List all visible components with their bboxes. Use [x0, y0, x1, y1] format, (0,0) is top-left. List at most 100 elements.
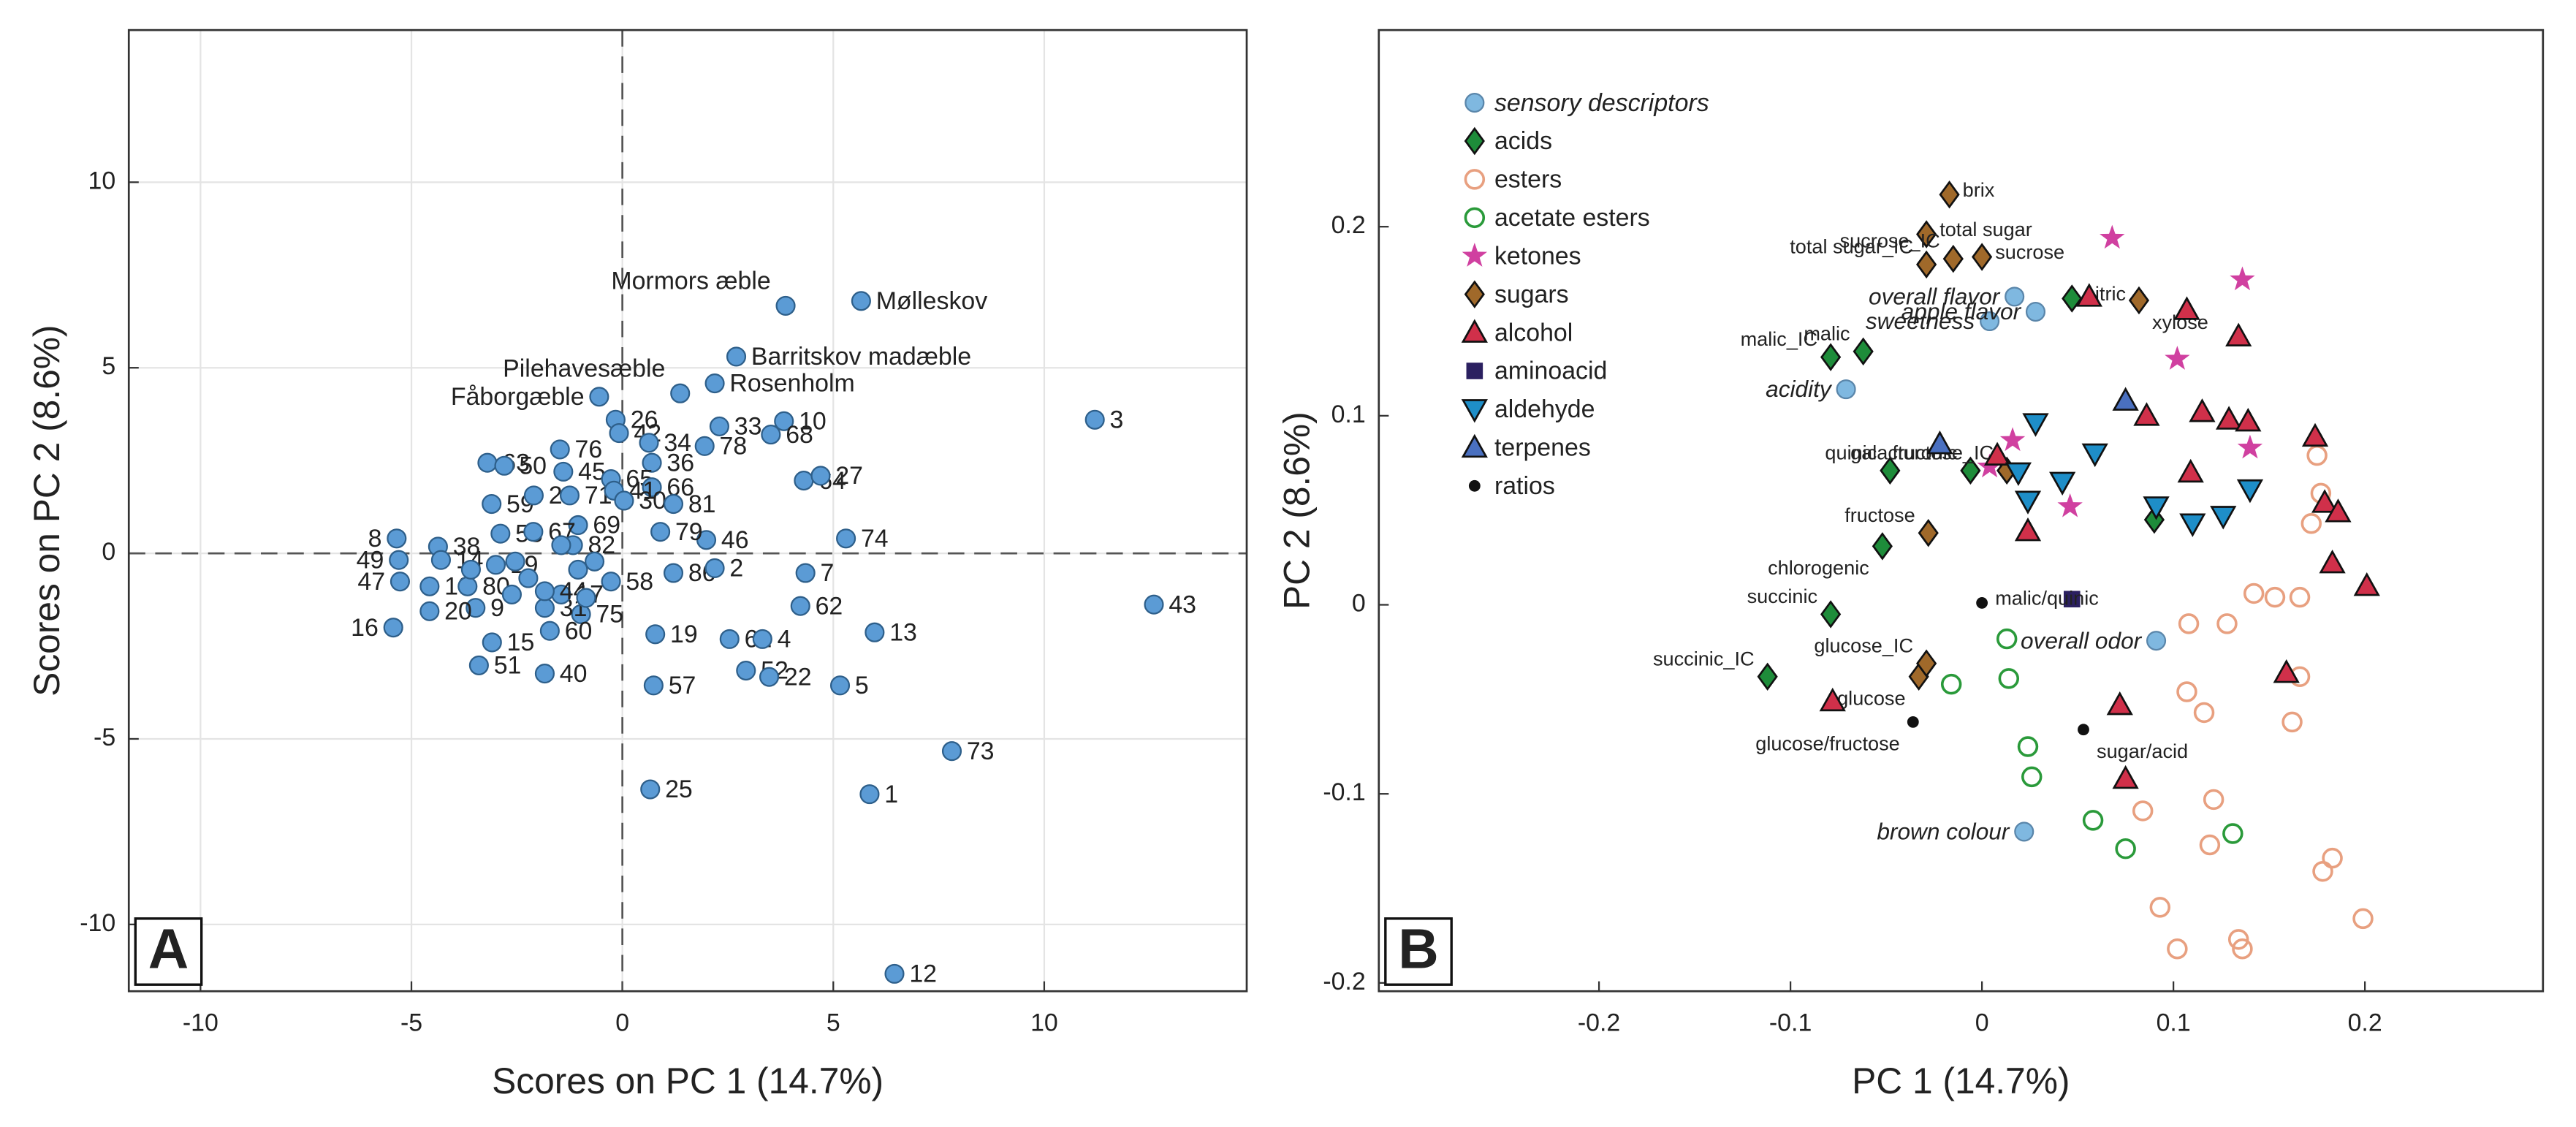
point	[2281, 711, 2303, 733]
point	[884, 963, 905, 984]
panel-letter-box	[134, 917, 203, 986]
point-label: succinic	[1747, 585, 1817, 607]
point	[2177, 458, 2204, 483]
point	[2301, 422, 2329, 447]
legend-marker	[1464, 280, 1485, 308]
point	[2146, 631, 2167, 651]
point	[2005, 287, 2025, 307]
legend-marker	[1466, 363, 1483, 379]
point	[2232, 938, 2253, 960]
point	[761, 425, 781, 445]
point-label: malic_IC	[1741, 327, 1817, 350]
point	[523, 485, 544, 506]
point	[759, 667, 780, 687]
point	[2014, 821, 2034, 842]
point-label: malic	[1804, 322, 1850, 344]
point-label: brix	[1963, 178, 1995, 201]
point	[2115, 838, 2136, 860]
point	[2189, 398, 2216, 422]
point	[2014, 490, 2042, 515]
point	[670, 383, 691, 403]
point	[589, 387, 609, 407]
point-label: chlorogenic	[1768, 556, 1869, 579]
point-label: Barritskov madæble	[751, 343, 971, 371]
point-label: 50	[519, 452, 547, 479]
plot-frame	[1378, 29, 2545, 993]
legend-marker	[1464, 93, 1485, 113]
point	[2014, 517, 2042, 542]
legend-marker	[1461, 433, 1488, 458]
point	[790, 596, 810, 616]
y-tick-label: -10	[80, 909, 115, 937]
point	[2005, 462, 2032, 487]
y-tick-label: 0.2	[1331, 211, 1366, 239]
y-tick-label: -0.1	[1323, 778, 1365, 806]
point	[2063, 591, 2081, 608]
point	[614, 490, 634, 511]
point-label: 30	[639, 487, 666, 515]
point-label: sucrose	[1995, 240, 2064, 263]
point	[2216, 613, 2238, 634]
point-label: 40	[560, 660, 588, 688]
point	[1977, 453, 2002, 478]
x-tick-label: 5	[827, 1009, 840, 1036]
point	[1972, 243, 1993, 271]
point	[460, 559, 481, 580]
point-label: acidity	[1766, 376, 1833, 402]
panel-letter: A	[148, 918, 189, 981]
x-tick-label: 0	[615, 1009, 629, 1036]
point	[2225, 322, 2252, 346]
point	[466, 598, 486, 618]
point-label: 9	[490, 594, 504, 622]
point-label: 58	[626, 568, 653, 596]
point-label: 75	[596, 601, 623, 629]
point-label: 51	[494, 652, 522, 680]
y-axis-label: PC 2 (8.6%)	[1276, 411, 1317, 610]
point-label: 26	[631, 406, 658, 434]
point-label: 8	[368, 525, 382, 553]
point-label: total sugar	[1939, 218, 2032, 240]
point	[851, 291, 871, 311]
point	[1940, 673, 1962, 695]
point	[551, 535, 571, 555]
point	[1144, 594, 1164, 615]
point	[736, 660, 756, 681]
point-label: 1	[884, 781, 898, 808]
point	[650, 522, 671, 542]
x-tick-label: 0	[1975, 1009, 1989, 1036]
point	[2210, 506, 2237, 530]
point-label: total sugar_IC	[1790, 235, 1913, 257]
point-label: 73	[967, 737, 995, 765]
point-label: brown colour	[1877, 819, 2010, 845]
point	[576, 588, 596, 608]
point	[559, 485, 580, 506]
point	[1926, 430, 1953, 455]
point-label: fructose	[1844, 504, 1915, 526]
point	[1939, 180, 1960, 209]
point-label: malic/quinic	[1995, 587, 2099, 610]
point	[1996, 628, 2018, 650]
point	[2273, 659, 2300, 683]
point-label: 74	[861, 525, 889, 553]
point	[2017, 736, 2039, 757]
point	[775, 295, 796, 316]
point	[794, 471, 814, 491]
point	[2230, 266, 2255, 291]
point	[568, 559, 588, 580]
point	[719, 629, 740, 649]
point	[643, 675, 664, 696]
point-label: 46	[721, 526, 749, 554]
point	[2143, 496, 2170, 520]
point	[2081, 443, 2108, 468]
point-label: 36	[666, 449, 694, 477]
legend-text: acids	[1494, 127, 1552, 155]
point	[726, 346, 747, 367]
point-label: 43	[1169, 591, 1196, 618]
point	[2133, 402, 2160, 426]
point-label: 68	[786, 421, 813, 449]
point	[2325, 498, 2352, 523]
point	[1907, 716, 1919, 728]
point-label: sugar/acid	[2097, 740, 2188, 762]
point	[1836, 379, 1856, 400]
